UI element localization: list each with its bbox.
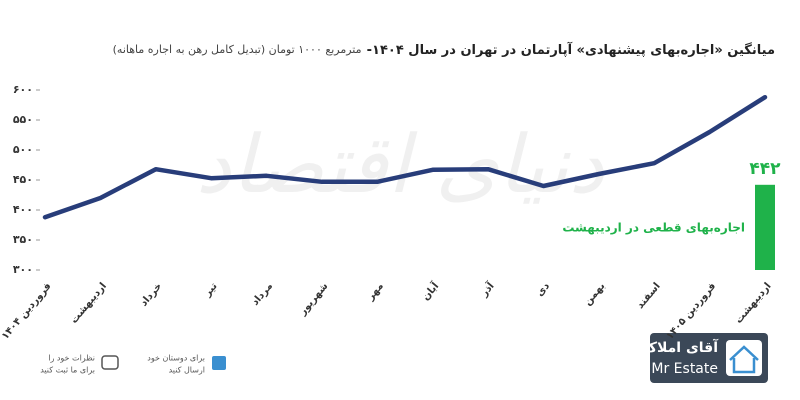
comment-text[interactable]: برای ما ثبت کنید bbox=[40, 366, 95, 375]
y-tick-label: ۳۰۰ bbox=[13, 263, 33, 276]
value-label: ۴۴۲ bbox=[749, 159, 781, 179]
y-tick-label: ۳۵۰ bbox=[13, 233, 33, 246]
x-tick-label: دی bbox=[534, 281, 552, 299]
footer: آقای املاک Mr Estate برای دوستان خود ارس… bbox=[40, 333, 768, 383]
bar bbox=[755, 184, 775, 270]
y-tick-label: ۴۰۰ bbox=[13, 203, 33, 216]
title: میانگین «اجاره‌بهای پیشنهادی» آپارتمان د… bbox=[367, 41, 775, 58]
y-tick-label: ۵۰۰ bbox=[13, 143, 33, 156]
comment-text[interactable]: نظرات خود را bbox=[48, 354, 95, 363]
chart-title: میانگین «اجاره‌بهای پیشنهادی» آپارتمان د… bbox=[113, 40, 775, 59]
x-tick-label: فروردین ۱۴۰۴ bbox=[0, 281, 54, 342]
x-tick-label: بهمن bbox=[582, 281, 607, 308]
x-tick-label: تیر bbox=[202, 281, 220, 300]
x-tick-label: فروردین ۱۴۰۵ bbox=[664, 281, 718, 342]
x-tick-label: اردیبهشت bbox=[69, 281, 109, 326]
x-tick-label: اسفند bbox=[635, 281, 663, 311]
x-tick-label: آذر bbox=[477, 279, 497, 300]
y-tick-label: ۶۰۰ bbox=[13, 83, 33, 96]
share-text[interactable]: برای دوستان خود bbox=[147, 354, 205, 363]
x-tick-label: آبان bbox=[419, 279, 442, 303]
logo-house bbox=[729, 345, 759, 374]
share-icon[interactable] bbox=[212, 356, 226, 370]
y-tick-label: ۵۵۰ bbox=[13, 113, 33, 126]
bar-annotation: اجاره‌بهای قطعی در اردیبهشت bbox=[562, 221, 745, 235]
x-tick-label: خرداد bbox=[139, 281, 165, 309]
share-text[interactable]: ارسال کنید bbox=[169, 366, 205, 375]
y-tick-label: ۴۵۰ bbox=[13, 173, 33, 186]
x-tick-label: اردیبهشت bbox=[733, 281, 773, 326]
subtitle: مترمربع ۱۰۰۰ تومان (تبدیل کامل رهن به اج… bbox=[113, 43, 362, 56]
logo-fa: آقای املاک bbox=[643, 338, 720, 356]
line bbox=[42, 94, 768, 220]
x-tick-label: مهر bbox=[365, 281, 386, 303]
logo-en: Mr Estate bbox=[651, 361, 718, 377]
x-tick-label: مرداد bbox=[250, 281, 275, 308]
watermark: دنیای اقتصاد bbox=[196, 118, 605, 211]
comment-icon[interactable] bbox=[101, 355, 119, 370]
x-tick-label: شهریور bbox=[297, 281, 331, 318]
